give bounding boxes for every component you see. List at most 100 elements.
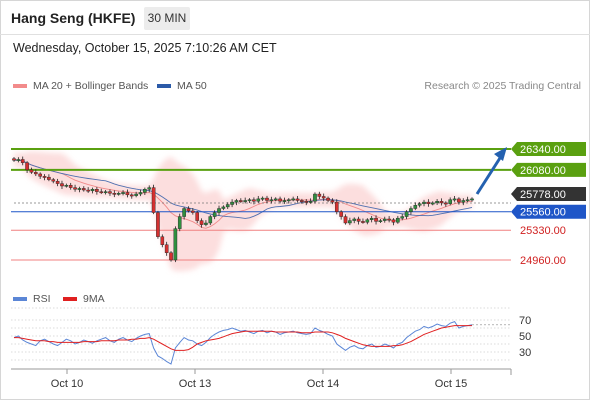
candle-body — [317, 193, 322, 197]
candle-body — [177, 216, 182, 229]
candle-body — [134, 193, 138, 196]
candle — [225, 202, 230, 210]
x-tick-label-3: Oct 15 — [435, 378, 467, 390]
candle — [256, 195, 261, 203]
level-label-1-box — [511, 162, 586, 177]
arrow-head — [494, 147, 507, 161]
candle — [439, 198, 444, 206]
candle-body — [121, 192, 125, 194]
timeframe-badge[interactable]: 30 MIN — [144, 7, 190, 30]
candle — [457, 197, 461, 205]
candle-body — [47, 176, 51, 180]
candle-body — [256, 198, 261, 202]
candle-body — [147, 187, 152, 190]
candle-body — [260, 197, 265, 200]
candle-body — [426, 201, 431, 204]
candle-body — [269, 199, 274, 202]
candle-body — [457, 198, 461, 203]
candle — [95, 186, 99, 195]
candle — [295, 195, 300, 203]
candle-body — [330, 200, 335, 203]
candle-body — [230, 201, 234, 205]
candle — [77, 186, 82, 193]
candle — [470, 197, 474, 202]
candle-body — [313, 193, 317, 202]
candle-body — [73, 187, 77, 190]
candle — [352, 217, 357, 224]
candle-body — [409, 208, 413, 212]
candle-body — [81, 188, 86, 191]
candle-body — [186, 208, 191, 212]
rsi-swatch — [13, 297, 27, 301]
candle-body — [417, 203, 422, 206]
candle — [134, 191, 138, 198]
current-price-label: 25778.00 — [511, 187, 586, 201]
candle — [68, 182, 73, 190]
candle — [435, 199, 439, 205]
forecast-arrow — [475, 147, 507, 195]
candle — [400, 213, 405, 221]
level-label-0-box — [511, 142, 586, 156]
candle — [304, 199, 309, 206]
candle — [125, 189, 130, 198]
candle — [38, 172, 42, 179]
candle — [330, 198, 335, 205]
candle-body — [60, 183, 64, 187]
candle — [182, 206, 186, 220]
candle — [317, 191, 322, 200]
candle-body — [448, 199, 452, 204]
candle-body — [217, 208, 221, 213]
candle-body — [404, 211, 409, 217]
candle — [308, 198, 313, 204]
candle-body — [77, 188, 82, 190]
candle — [108, 189, 112, 196]
candle — [143, 187, 147, 196]
candle-body — [143, 189, 147, 193]
credit-text: Research © 2025 Trading Central — [424, 80, 581, 92]
candle-body — [68, 184, 73, 188]
candle-body — [239, 200, 243, 202]
candle-body — [400, 216, 405, 219]
candle — [426, 199, 431, 207]
candle-body — [195, 212, 200, 221]
legend-rsi: RSI — [13, 293, 51, 305]
candle-body — [452, 198, 457, 201]
candle — [112, 190, 117, 198]
candle-body — [304, 201, 309, 203]
candle-body — [55, 180, 60, 184]
level-label-1-text: 26080.00 — [520, 165, 566, 177]
candle — [103, 190, 108, 195]
candle-body — [169, 252, 173, 261]
candle — [422, 199, 426, 207]
candle-body — [112, 193, 117, 195]
candle-body — [34, 172, 38, 175]
rsi-tick-30: 30 — [519, 347, 531, 359]
candle — [20, 156, 25, 166]
candle — [129, 193, 134, 199]
candle-body — [86, 189, 90, 192]
candle — [260, 196, 265, 201]
candle-body — [356, 218, 361, 222]
candle — [452, 195, 457, 202]
candle-body — [51, 179, 56, 182]
candle — [25, 161, 29, 173]
moving-average-lines — [13, 159, 473, 229]
candle — [64, 183, 69, 188]
candle-body — [191, 210, 195, 213]
candle — [138, 189, 143, 197]
candle — [348, 217, 352, 226]
candle-body — [343, 216, 348, 224]
candle-body — [300, 200, 304, 202]
candle-body — [282, 200, 287, 202]
level-label-2: 25560.00 — [511, 204, 586, 219]
candle — [321, 193, 326, 202]
level-labels: 26340.00 26080.00 25560.00 25330.00 24960.00… — [511, 142, 586, 267]
candle — [461, 198, 466, 206]
candle — [448, 197, 452, 206]
candle — [86, 187, 90, 193]
candle — [195, 210, 200, 224]
candle-body — [25, 162, 29, 171]
candle-body — [125, 192, 130, 196]
candle-body — [156, 212, 160, 237]
candle — [382, 216, 387, 223]
